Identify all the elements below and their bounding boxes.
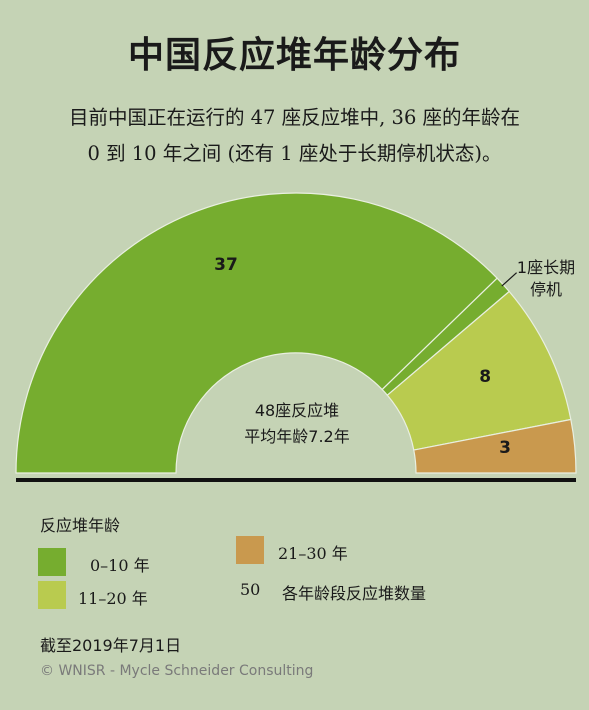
legend-label-0-10: 0–10 年 [90,556,150,575]
subtitle-line-2: 0 到 10 年之间 (还有 1 座处于长期停机状态)。 [87,142,502,165]
callout-line-1: 1座长期 [516,258,576,277]
chart-center-label: 48座反应堆 平均年龄7.2年 [217,398,377,450]
legend-swatch-21-30 [236,536,264,564]
legend-count-example: 50 [240,580,261,599]
subtitle: 目前中国正在运行的 47 座反应堆中, 36 座的年龄在 0 到 10 年之间 … [20,100,569,172]
subtitle-line-1: 目前中国正在运行的 47 座反应堆中, 36 座的年龄在 [68,106,521,129]
legend-swatch-0-10 [38,548,66,576]
center-label-line-2: 平均年龄7.2年 [244,427,350,446]
source-credit: © WNISR - Mycle Schneider Consulting [40,663,314,679]
semicircle-chart: 37 8 3 [15,192,577,474]
chart-value-labels: 37 8 3 [214,255,511,458]
shutdown-callout: 1座长期 停机 [510,257,582,301]
legend-swatch-11-20 [38,581,66,609]
date-note: 截至2019年7月1日 [40,636,182,655]
legend-label-11-20: 11–20 年 [78,589,148,608]
center-label-line-1: 48座反应堆 [254,401,340,420]
legend-label-21-30: 21–30 年 [278,544,348,563]
legend-title: 反应堆年龄 [40,516,121,535]
segment-21-30 [413,418,577,474]
page-title: 中国反应堆年龄分布 [127,35,461,76]
value-label-segment-11-20: 8 [479,367,491,387]
callout-line-2: 停机 [529,280,562,299]
segment-0-10 [15,192,498,474]
chart-segments [15,192,577,474]
legend-count-label: 各年龄段反应堆数量 [282,584,427,603]
chart-baseline [16,478,576,482]
callout-leader-line [501,272,518,287]
value-label-segment-21-30: 3 [499,438,511,458]
value-label-segment-0-10: 37 [214,255,238,275]
